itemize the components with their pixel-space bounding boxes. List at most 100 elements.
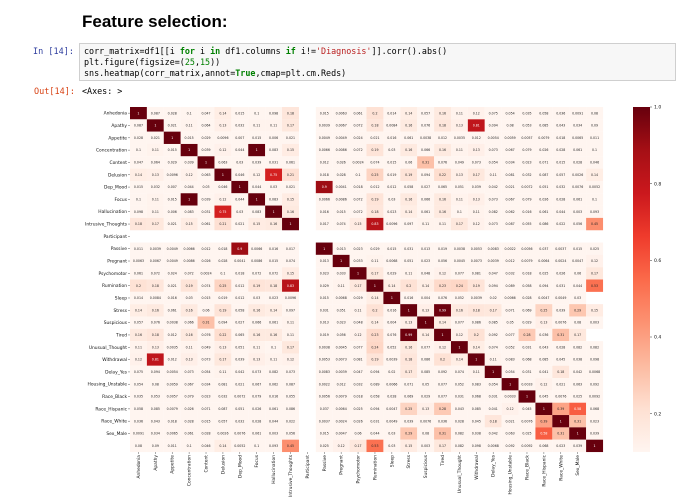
column-label: Intrusive_Thoughts	[288, 454, 294, 497]
cell-value: 0.044	[185, 185, 194, 189]
heatmap-cell	[315, 390, 333, 403]
heatmap-cell	[214, 365, 232, 379]
heatmap-cell	[349, 180, 367, 194]
cell-value: 0.0066	[319, 198, 330, 202]
heatmap-cell	[417, 107, 435, 120]
cell-value: 0.17	[219, 358, 226, 362]
cell-value: 0.19	[371, 358, 378, 362]
heatmap-cell	[180, 279, 198, 292]
cell-value: 0.0096	[167, 173, 178, 177]
heatmap-cell	[467, 304, 485, 317]
cell-value: 0.15	[287, 148, 294, 152]
colorbar-gradient	[633, 107, 650, 452]
cell-value: 0.044	[252, 185, 261, 189]
row-label: Race_White	[101, 419, 127, 425]
heatmap-cell	[417, 131, 435, 145]
input-prompt: In [14]:	[33, 47, 74, 57]
cell-value: 0.0026	[572, 173, 583, 177]
heatmap-cell	[586, 254, 604, 268]
cell-value: 0.45	[287, 444, 294, 448]
cell-value: 0.31	[202, 321, 209, 325]
cell-value: 0.019	[320, 333, 329, 337]
heatmap-cell	[400, 291, 418, 305]
cell-value: 0.1	[592, 148, 597, 152]
cell-value: 0.11	[186, 124, 193, 128]
cell-value: 0.0076	[572, 185, 583, 189]
cell-value: 0.023	[421, 259, 430, 263]
cell-value: 0.0064	[336, 407, 347, 411]
heatmap-cell	[197, 168, 215, 181]
heatmap-cell	[231, 415, 249, 428]
heatmap-cell	[434, 291, 452, 305]
heatmap-cell	[586, 119, 604, 132]
cell-value: 0.11	[371, 259, 378, 263]
heatmap-cell	[146, 291, 164, 305]
cell-value: 0.065	[438, 185, 447, 189]
cell-value: 0.007	[235, 136, 244, 140]
cell-value: 0.11	[152, 198, 159, 202]
cell-value: 0.0059	[167, 382, 178, 386]
cell-value: 0.061	[573, 148, 582, 152]
cell-value: 0.0047	[336, 432, 347, 436]
heatmap-cell	[248, 439, 266, 453]
cell-value: 0.025	[590, 247, 599, 251]
heatmap-cell	[518, 107, 536, 120]
heatmap-cell	[282, 119, 299, 132]
heatmap-cell	[552, 415, 570, 428]
heatmap-cell	[282, 143, 299, 157]
cell-value: 0.17	[371, 271, 378, 275]
cell-value: 0.003	[590, 321, 599, 325]
cell-value: 0.1	[271, 345, 276, 349]
cell-value: 0.052	[387, 345, 396, 349]
cell-value: 0.054	[489, 382, 498, 386]
cell-value: 0.032	[151, 185, 160, 189]
heatmap-cell	[434, 217, 452, 231]
cell-value: 0.032	[235, 419, 244, 423]
cell-value: 0.1	[592, 198, 597, 202]
heatmap-cell	[248, 254, 266, 268]
heatmap-cell	[417, 316, 435, 329]
cell-value: 0.0079	[336, 395, 347, 399]
cell-value: 0.016	[269, 247, 278, 251]
cell-value: 0.014	[134, 296, 143, 300]
heatmap-cell	[315, 365, 333, 379]
cell-value: 0.029	[522, 321, 531, 325]
heatmap-cell	[518, 254, 536, 268]
cell-value: 0.19	[186, 284, 193, 288]
cell-value: 0.015	[320, 296, 329, 300]
code-token: corr_matrix=df1[[i	[84, 46, 180, 56]
cell-value: 0.082	[455, 444, 464, 448]
code-cell[interactable]: corr_matrix=df1[[i for i in df1.columns …	[79, 43, 676, 81]
heatmap-cell	[248, 415, 266, 428]
cell-value: 0.061	[353, 111, 362, 115]
heatmap-cell	[501, 242, 519, 255]
cell-value: 0.042	[235, 370, 244, 374]
column-label: Housing_Unstable	[508, 455, 514, 495]
heatmap-cell	[146, 328, 164, 342]
heatmap-cell	[231, 341, 249, 354]
heatmap-cell	[450, 217, 468, 231]
cell-value: 0.11	[135, 345, 142, 349]
heatmap-cell	[535, 143, 553, 157]
cell-value: 0.31	[557, 333, 564, 337]
cell-value: 0.0022	[505, 247, 516, 251]
cell-value: 0.14	[591, 173, 598, 177]
heatmap-cell	[467, 107, 485, 120]
cell-value: 0.074	[337, 222, 346, 226]
heatmap-cell	[501, 316, 519, 329]
cell-value: 0.028	[252, 419, 261, 423]
heatmap-cell	[146, 143, 164, 157]
cell-value: 0.013	[421, 247, 430, 251]
heatmap-cell	[484, 328, 502, 342]
cell-value: 0.016	[387, 308, 396, 312]
cell-value: 0.073	[286, 370, 295, 374]
cell-value: 0.072	[353, 210, 362, 214]
cell-value: 0.038	[472, 432, 481, 436]
cell-value: 0.004	[421, 296, 430, 300]
heatmap-cell	[248, 365, 266, 379]
cell-value: 0.028	[556, 198, 565, 202]
cell-value: 0.0068	[336, 296, 347, 300]
cell-value: 0.054	[506, 111, 515, 115]
heatmap-cell	[163, 328, 181, 342]
heatmap-cell	[501, 415, 519, 428]
